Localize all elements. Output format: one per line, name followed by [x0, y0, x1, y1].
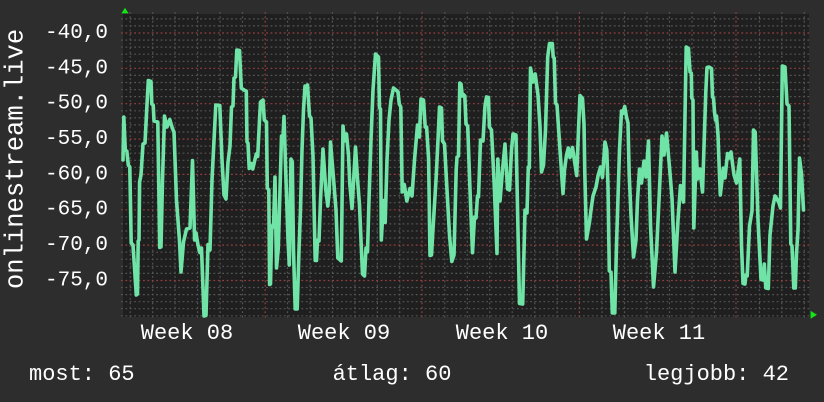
- svg-text:legjobb: 42: legjobb: 42: [644, 362, 789, 387]
- svg-text:-40,0: -40,0: [45, 22, 108, 45]
- svg-text:Week 10: Week 10: [456, 321, 548, 346]
- svg-text:Week 09: Week 09: [298, 321, 390, 346]
- svg-text:-45,0: -45,0: [45, 57, 108, 80]
- svg-text:Week 11: Week 11: [613, 321, 705, 346]
- svg-text:-60,0: -60,0: [45, 163, 108, 186]
- svg-text:-70,0: -70,0: [45, 234, 108, 257]
- svg-text:-55,0: -55,0: [45, 128, 108, 151]
- svg-text:átlag: 60: átlag: 60: [333, 362, 452, 387]
- svg-text:-65,0: -65,0: [45, 199, 108, 222]
- svg-text:onlinestream.live: onlinestream.live: [2, 29, 31, 289]
- svg-text:Week 08: Week 08: [141, 321, 233, 346]
- svg-text:-50,0: -50,0: [45, 93, 108, 116]
- svg-text:most: 65: most: 65: [29, 362, 135, 387]
- svg-text:-75,0: -75,0: [45, 270, 108, 293]
